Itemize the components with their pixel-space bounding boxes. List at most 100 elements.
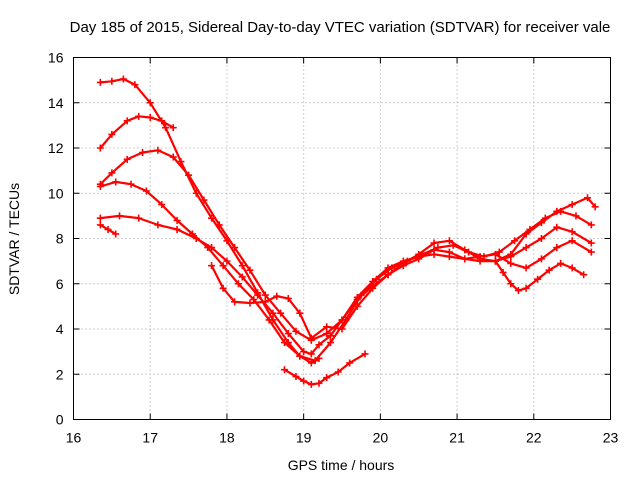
data-point [277, 309, 285, 317]
data-point [292, 373, 300, 381]
data-point [292, 327, 300, 335]
data-point [158, 201, 166, 209]
data-point [353, 302, 361, 310]
data-point [284, 294, 292, 302]
data-point [326, 339, 334, 347]
data-point [273, 292, 281, 300]
series-satellite-pass-7 [208, 237, 595, 342]
data-point [465, 248, 473, 256]
data-point [96, 214, 104, 222]
data-point [491, 257, 499, 265]
data-point [507, 259, 515, 267]
x-tick-label: 20 [373, 430, 389, 446]
y-tick-label: 0 [56, 412, 64, 428]
data-point [307, 334, 315, 342]
data-point [135, 214, 143, 222]
data-point [553, 223, 561, 231]
data-point [338, 316, 346, 324]
data-point [514, 287, 522, 295]
data-point [369, 277, 377, 285]
data-point [587, 221, 595, 229]
data-point [142, 187, 150, 195]
data-point [169, 153, 177, 161]
data-point [112, 230, 120, 238]
data-point [323, 323, 331, 331]
data-point [173, 225, 181, 233]
data-point [123, 155, 131, 163]
data-point [127, 180, 135, 188]
y-tick-label: 4 [56, 321, 64, 337]
data-point [353, 293, 361, 301]
data-point [491, 250, 499, 258]
data-point [307, 350, 315, 358]
data-point [169, 124, 177, 132]
data-point [534, 275, 542, 283]
data-point [200, 196, 208, 204]
y-tick-label: 12 [48, 140, 64, 156]
data-point [553, 244, 561, 252]
data-point [300, 377, 308, 385]
data-point [476, 253, 484, 261]
data-point [123, 117, 131, 125]
data-point [208, 244, 216, 252]
data-point [238, 262, 246, 270]
x-tick-label: 18 [219, 430, 235, 446]
data-point [399, 262, 407, 270]
data-point [234, 280, 242, 288]
data-point [587, 248, 595, 256]
data-point [495, 248, 503, 256]
data-point [430, 239, 438, 247]
data-point [219, 284, 227, 292]
data-point [219, 262, 227, 270]
data-point [384, 271, 392, 279]
data-point [591, 203, 599, 211]
data-point [545, 266, 553, 274]
data-point [445, 248, 453, 256]
x-tick-label: 17 [142, 430, 158, 446]
data-point [284, 330, 292, 338]
data-point [119, 75, 127, 83]
data-point [265, 316, 273, 324]
data-point [580, 271, 588, 279]
data-point [146, 99, 154, 107]
series-satellite-pass-5 [96, 212, 595, 358]
data-point [131, 81, 139, 89]
data-point [511, 237, 519, 245]
data-point [173, 216, 181, 224]
data-point [177, 158, 185, 166]
data-point [238, 273, 246, 281]
data-point [135, 112, 143, 120]
data-point [296, 352, 304, 360]
data-point [537, 235, 545, 242]
series-trace [99, 214, 593, 355]
data-point [323, 374, 331, 382]
data-point [192, 235, 200, 242]
data-point [526, 225, 534, 233]
data-point [541, 214, 549, 222]
data-point [587, 239, 595, 247]
y-tick-label: 8 [56, 231, 64, 247]
data-point [311, 357, 319, 365]
series-satellite-pass-9 [491, 257, 588, 295]
data-point [449, 241, 457, 249]
data-point [338, 325, 346, 333]
data-point [296, 309, 304, 317]
data-point [507, 280, 515, 288]
data-point [104, 225, 112, 233]
data-point [461, 255, 469, 263]
data-point [96, 144, 104, 152]
data-point [246, 266, 254, 274]
data-point [507, 253, 515, 261]
data-point [215, 221, 223, 229]
data-point [162, 124, 170, 132]
data-point [557, 207, 565, 215]
data-point [261, 291, 269, 299]
data-point [208, 262, 216, 270]
y-tick-label: 10 [48, 185, 64, 201]
y-tick-label: 16 [48, 50, 64, 66]
x-axis-label: GPS time / hours [288, 457, 395, 473]
data-point [158, 117, 166, 125]
data-point [499, 268, 507, 276]
data-point [334, 368, 342, 376]
